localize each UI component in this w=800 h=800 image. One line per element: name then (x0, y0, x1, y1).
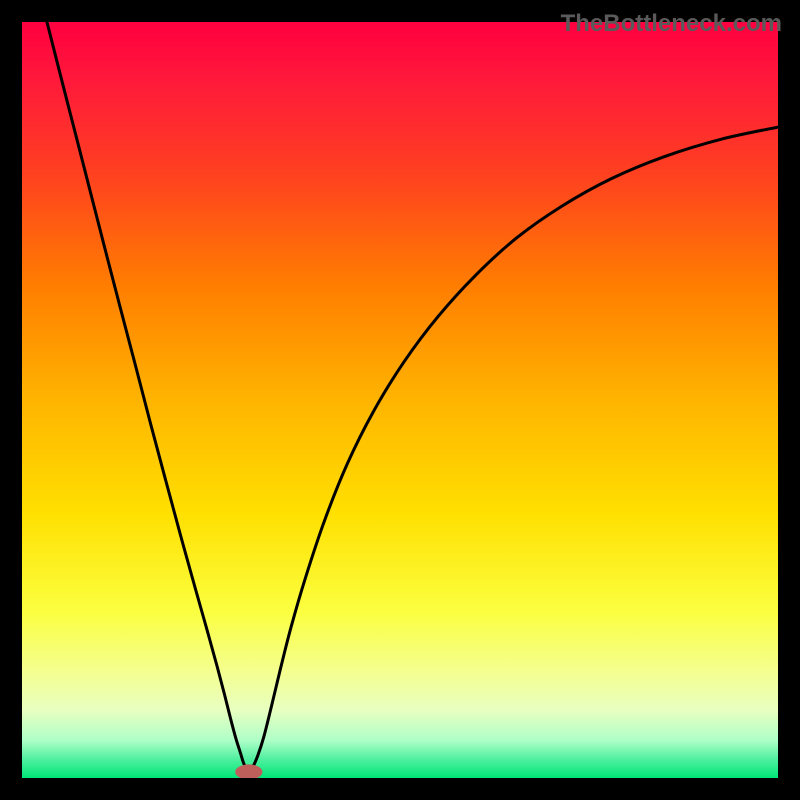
chart-container: TheBottleneck.com (0, 0, 800, 800)
plot-background (22, 22, 778, 778)
watermark-text: TheBottleneck.com (561, 10, 782, 38)
bottleneck-chart (0, 0, 800, 800)
minimum-marker (235, 764, 262, 779)
